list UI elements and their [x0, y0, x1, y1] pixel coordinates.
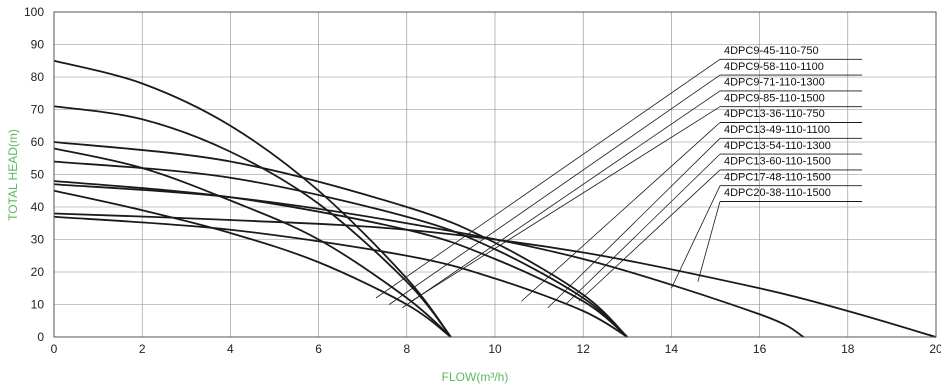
- legend-leader-line: [410, 106, 721, 302]
- x-tick-label: 18: [841, 342, 855, 356]
- legend-entry: 4DPC9-85-110-1500: [724, 92, 825, 104]
- y-tick-label: 40: [31, 200, 45, 214]
- legend-leader-line: [375, 58, 721, 299]
- plot-frame: [53, 11, 937, 338]
- series-line: [53, 212, 937, 338]
- legend-leader-line: [565, 153, 721, 305]
- legend-leader-line: [402, 90, 721, 309]
- legend-leader-line: [521, 122, 721, 302]
- x-axis-title: FLOW(m³/h): [442, 370, 509, 384]
- x-tick-label: 8: [403, 342, 410, 356]
- legend-entry: 4DPC20-38-110-1500: [724, 187, 831, 199]
- y-tick-label: 80: [31, 70, 45, 84]
- y-tick-label: 0: [37, 330, 44, 344]
- legend: 4DPC9-45-110-750 4DPC9-58-110-1100 4DPC9-7…: [720, 45, 862, 202]
- legend-entry: 4DPC13-36-110-750: [724, 108, 825, 120]
- x-tick-label: 20: [929, 342, 941, 356]
- y-tick-label: 30: [31, 233, 45, 247]
- legend-entry: 4DPC13-54-110-1300: [724, 140, 831, 152]
- legend-entry: 4DPC9-45-110-750: [724, 45, 819, 57]
- series-curves: [53, 59, 937, 338]
- series-line: [53, 183, 805, 338]
- legend-entry: 4DPC13-60-110-1500: [724, 156, 831, 168]
- series-line: [53, 160, 628, 338]
- y-tick-label: 70: [31, 103, 45, 117]
- legend-entry: 4DPC13-49-110-1100: [724, 124, 830, 136]
- series-line: [53, 141, 628, 338]
- legend-pointers: [375, 58, 721, 309]
- legend-leader-line: [388, 74, 721, 305]
- tick-labels: 0 2 4 6 8 10 12 14 16 18 20 0 10 20 30 40 50 60 70 80 90 100: [24, 5, 941, 356]
- legend-entry: 4DPC9-58-110-1100: [724, 61, 824, 73]
- y-tick-label: 10: [31, 298, 45, 312]
- x-tick-label: 12: [577, 342, 591, 356]
- y-tick-label: 20: [31, 265, 45, 279]
- legend-entry: 4DPC17-48-110-1500: [724, 171, 831, 183]
- x-tick-label: 16: [753, 342, 767, 356]
- x-tick-label: 4: [227, 342, 234, 356]
- series-line: [53, 215, 628, 338]
- series-line: [53, 147, 452, 338]
- x-tick-label: 10: [488, 342, 502, 356]
- legend-leader-line: [671, 185, 721, 289]
- x-tick-label: 14: [665, 342, 679, 356]
- legend-leader-line: [547, 138, 721, 309]
- y-tick-label: 60: [31, 135, 45, 149]
- series-line: [53, 59, 452, 338]
- y-tick-label: 50: [31, 168, 45, 182]
- x-tick-label: 6: [315, 342, 322, 356]
- x-tick-label: 2: [139, 342, 146, 356]
- series-line: [53, 105, 452, 338]
- y-tick-label: 100: [24, 5, 44, 19]
- y-axis-title: TOTAL HEAD(m): [6, 129, 20, 221]
- legend-leader-line: [697, 201, 721, 282]
- y-tick-label: 90: [31, 38, 45, 52]
- legend-leader-line: [578, 169, 721, 302]
- legend-entry: 4DPC9-71-110-1300: [724, 77, 825, 89]
- x-tick-label: 0: [51, 342, 58, 356]
